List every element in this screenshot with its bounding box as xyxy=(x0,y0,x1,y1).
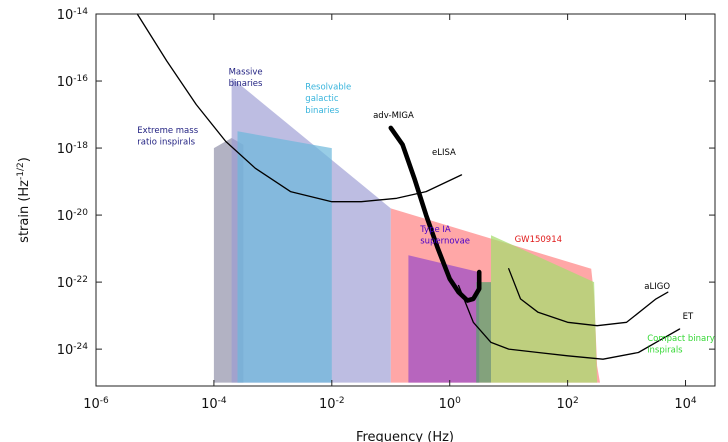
annotation-label: Massive xyxy=(229,67,263,77)
annotation-label: binaries xyxy=(305,106,339,116)
x-tick-label: 10-4 xyxy=(201,396,227,412)
annotation-label: inspirals xyxy=(647,346,683,356)
x-tick-label: 102 xyxy=(556,396,578,412)
source-regions xyxy=(213,77,600,383)
annotation-label: galactic xyxy=(305,94,339,104)
y-axis: 10-14 10-16 10-18 10-20 10-22 10-24 xyxy=(57,7,715,358)
annotation-label: binaries xyxy=(229,79,263,89)
annotations: Massive binaries Resolvable galactic binarie… xyxy=(137,67,715,355)
region-green-strip xyxy=(476,282,491,383)
y-axis-label-main: strain (Hz xyxy=(17,180,32,243)
curve-adv-miga xyxy=(388,125,482,303)
x-tick-label: 100 xyxy=(439,396,462,412)
x-axis-label: Frequency (Hz) xyxy=(356,430,454,442)
curve-et xyxy=(457,284,681,360)
y-tick-label: 10-20 xyxy=(57,208,89,224)
y-tick-label: 10-14 xyxy=(57,7,89,23)
x-axis: 10-6 10-4 10-2 100 102 104 xyxy=(83,14,697,412)
annotation-label: GW150914 xyxy=(515,235,562,245)
annotation-label: Resolvable xyxy=(305,82,351,92)
annotation-label: Extreme mass xyxy=(137,126,198,136)
annotation-label: supernovae xyxy=(420,237,470,247)
y-axis-label: strain (Hz-1/2) xyxy=(16,157,32,243)
y-tick-label: 10-22 xyxy=(57,275,88,291)
region-compact-binary xyxy=(491,235,598,383)
region-resolvable-galactic xyxy=(237,131,332,383)
x-tick-label: 10-6 xyxy=(83,396,109,412)
region-type-ia xyxy=(408,255,480,383)
annotation-label: ET xyxy=(683,312,694,322)
annotation-label: aLIGO xyxy=(644,282,670,292)
annotation-label: eLISA xyxy=(432,148,456,158)
annotation-label: Compact binary xyxy=(647,334,715,344)
y-tick-label: 10-18 xyxy=(57,141,89,157)
y-axis-label-close: ) xyxy=(17,157,32,162)
y-axis-label-sup: -1/2 xyxy=(16,162,26,180)
curve-aligo xyxy=(508,268,669,327)
y-tick-label: 10-16 xyxy=(57,74,89,90)
annotation-label: Type IA xyxy=(419,225,451,235)
annotation-label: adv-MIGA xyxy=(373,111,414,121)
y-tick-label: 10-24 xyxy=(57,342,89,358)
curve-elisa xyxy=(136,13,463,203)
plot-frame xyxy=(95,13,716,387)
annotation-label: ratio inspirals xyxy=(137,138,195,148)
x-tick-label: 10-2 xyxy=(319,396,345,412)
detector-curves xyxy=(136,13,681,360)
x-tick-label: 104 xyxy=(674,396,697,412)
